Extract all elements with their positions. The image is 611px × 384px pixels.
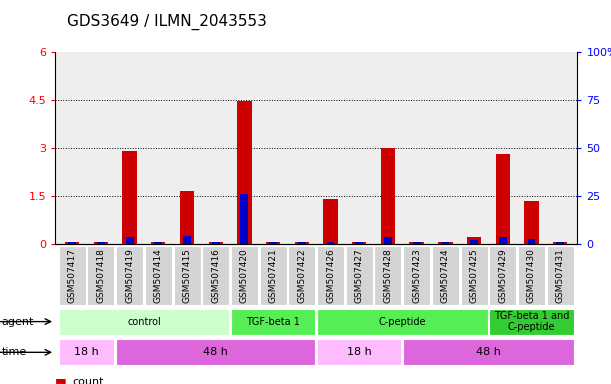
- Text: count: count: [72, 377, 104, 384]
- Text: GSM507419: GSM507419: [125, 248, 134, 303]
- Text: 18 h: 18 h: [347, 347, 371, 358]
- Text: GSM507429: GSM507429: [498, 248, 507, 303]
- Bar: [68, 242, 76, 244]
- Text: time: time: [2, 347, 27, 358]
- Bar: [556, 242, 564, 244]
- Bar: [266, 242, 280, 244]
- Text: GSM507424: GSM507424: [441, 248, 450, 303]
- Bar: [231, 309, 315, 334]
- Text: GSM507431: GSM507431: [555, 248, 565, 303]
- Bar: [381, 148, 395, 244]
- Text: GSM507422: GSM507422: [298, 248, 306, 303]
- Text: C-peptide: C-peptide: [379, 316, 426, 327]
- Bar: [346, 247, 373, 305]
- Bar: [59, 309, 229, 334]
- Text: GSM507427: GSM507427: [355, 248, 364, 303]
- Text: 18 h: 18 h: [74, 347, 99, 358]
- Bar: [116, 339, 315, 365]
- Bar: [547, 247, 574, 305]
- Text: GSM507426: GSM507426: [326, 248, 335, 303]
- Bar: [202, 247, 229, 305]
- Bar: [553, 242, 568, 244]
- Bar: [87, 247, 114, 305]
- Bar: [145, 247, 172, 305]
- Bar: [237, 101, 252, 244]
- Bar: [116, 247, 143, 305]
- Text: GSM507430: GSM507430: [527, 248, 536, 303]
- Text: GSM507420: GSM507420: [240, 248, 249, 303]
- Bar: [93, 242, 108, 244]
- Bar: [151, 242, 166, 244]
- Bar: [356, 242, 363, 244]
- Text: GSM507414: GSM507414: [154, 248, 163, 303]
- Bar: [122, 151, 137, 244]
- Bar: [470, 240, 478, 244]
- Bar: [317, 339, 401, 365]
- Text: control: control: [127, 316, 161, 327]
- Bar: [97, 242, 105, 244]
- Bar: [467, 237, 481, 244]
- Text: agent: agent: [2, 316, 34, 327]
- Bar: [441, 242, 449, 244]
- Text: GSM507425: GSM507425: [470, 248, 478, 303]
- Bar: [260, 247, 287, 305]
- Bar: [524, 201, 539, 244]
- Bar: [231, 247, 258, 305]
- Bar: [496, 154, 510, 244]
- Bar: [489, 309, 574, 334]
- Bar: [208, 242, 223, 244]
- Text: GSM507421: GSM507421: [269, 248, 277, 303]
- Bar: [59, 339, 114, 365]
- Bar: [298, 242, 306, 244]
- Bar: [212, 242, 220, 244]
- Bar: [499, 237, 507, 244]
- Bar: [352, 242, 367, 244]
- Bar: [432, 247, 459, 305]
- Bar: [403, 339, 574, 365]
- Bar: [317, 247, 344, 305]
- Text: GSM507416: GSM507416: [211, 248, 220, 303]
- Bar: [180, 191, 194, 244]
- Bar: [403, 247, 430, 305]
- Bar: [241, 194, 249, 244]
- Bar: [183, 236, 191, 244]
- Text: GSM507428: GSM507428: [384, 248, 392, 303]
- Bar: [295, 242, 309, 244]
- Text: GSM507418: GSM507418: [97, 248, 106, 303]
- Bar: [527, 239, 535, 244]
- Text: GSM507415: GSM507415: [183, 248, 191, 303]
- Bar: [489, 247, 516, 305]
- Bar: [155, 242, 163, 244]
- Bar: [384, 237, 392, 244]
- Bar: [518, 247, 545, 305]
- Bar: [126, 237, 134, 244]
- Bar: [288, 247, 315, 305]
- Text: TGF-beta 1 and
C-peptide: TGF-beta 1 and C-peptide: [494, 311, 569, 333]
- Bar: [323, 199, 338, 244]
- Bar: [461, 247, 488, 305]
- Text: TGF-beta 1: TGF-beta 1: [246, 316, 300, 327]
- Bar: [327, 242, 334, 244]
- Bar: [59, 247, 86, 305]
- Bar: [174, 247, 200, 305]
- Bar: [409, 242, 424, 244]
- Text: 48 h: 48 h: [476, 347, 501, 358]
- Text: 48 h: 48 h: [203, 347, 228, 358]
- Text: GSM507423: GSM507423: [412, 248, 421, 303]
- Bar: [375, 247, 401, 305]
- Bar: [412, 242, 420, 244]
- Text: GDS3649 / ILMN_2043553: GDS3649 / ILMN_2043553: [67, 13, 267, 30]
- Bar: [269, 242, 277, 244]
- Bar: [317, 309, 488, 334]
- Bar: [438, 242, 453, 244]
- Bar: [65, 242, 79, 244]
- Text: GSM507417: GSM507417: [68, 248, 77, 303]
- Text: ■: ■: [55, 376, 67, 384]
